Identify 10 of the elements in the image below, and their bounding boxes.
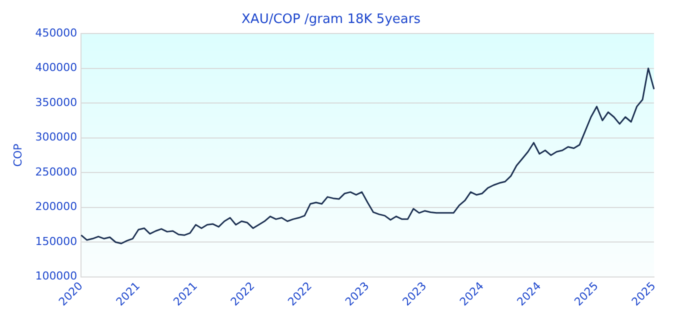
y-tick-label: 400000 — [35, 61, 78, 74]
y-tick-label: 100000 — [35, 270, 78, 283]
chart-title: XAU/COP /gram 18K 5years — [242, 12, 421, 28]
y-tick-label: 250000 — [35, 165, 78, 178]
y-axis-title: COP — [11, 143, 24, 167]
y-tick-label: 350000 — [35, 96, 78, 109]
y-tick-label: 300000 — [35, 130, 78, 144]
y-tick-label: 200000 — [35, 200, 78, 214]
y-tick-label: 450000 — [35, 26, 78, 40]
y-tick-label: 150000 — [35, 234, 78, 248]
